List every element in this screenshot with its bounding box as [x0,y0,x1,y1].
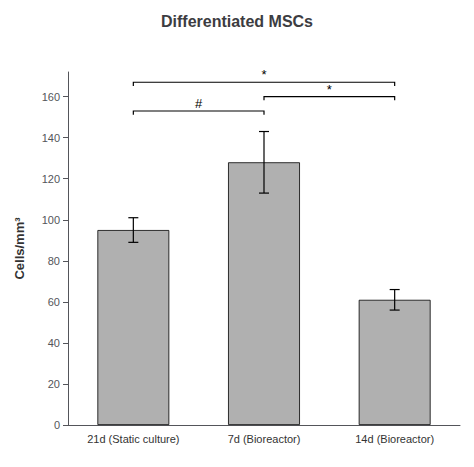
svg-text:60: 60 [48,296,60,308]
svg-text:Differentiated MSCs: Differentiated MSCs [161,13,313,30]
svg-text:160: 160 [42,91,60,103]
svg-text:140: 140 [42,132,60,144]
svg-text:*: * [327,82,332,97]
svg-text:Cells/mm³: Cells/mm³ [12,217,27,280]
svg-text:*: * [261,67,266,82]
svg-text:#: # [195,96,203,111]
svg-text:100: 100 [42,214,60,226]
svg-text:7d (Bioreactor): 7d (Bioreactor) [228,433,301,445]
svg-text:21d (Static culture): 21d (Static culture) [87,433,179,445]
svg-text:20: 20 [48,378,60,390]
svg-text:14d (Bioreactor): 14d (Bioreactor) [355,433,434,445]
svg-text:40: 40 [48,337,60,349]
svg-text:0: 0 [54,419,60,431]
svg-text:120: 120 [42,173,60,185]
svg-text:80: 80 [48,255,60,267]
